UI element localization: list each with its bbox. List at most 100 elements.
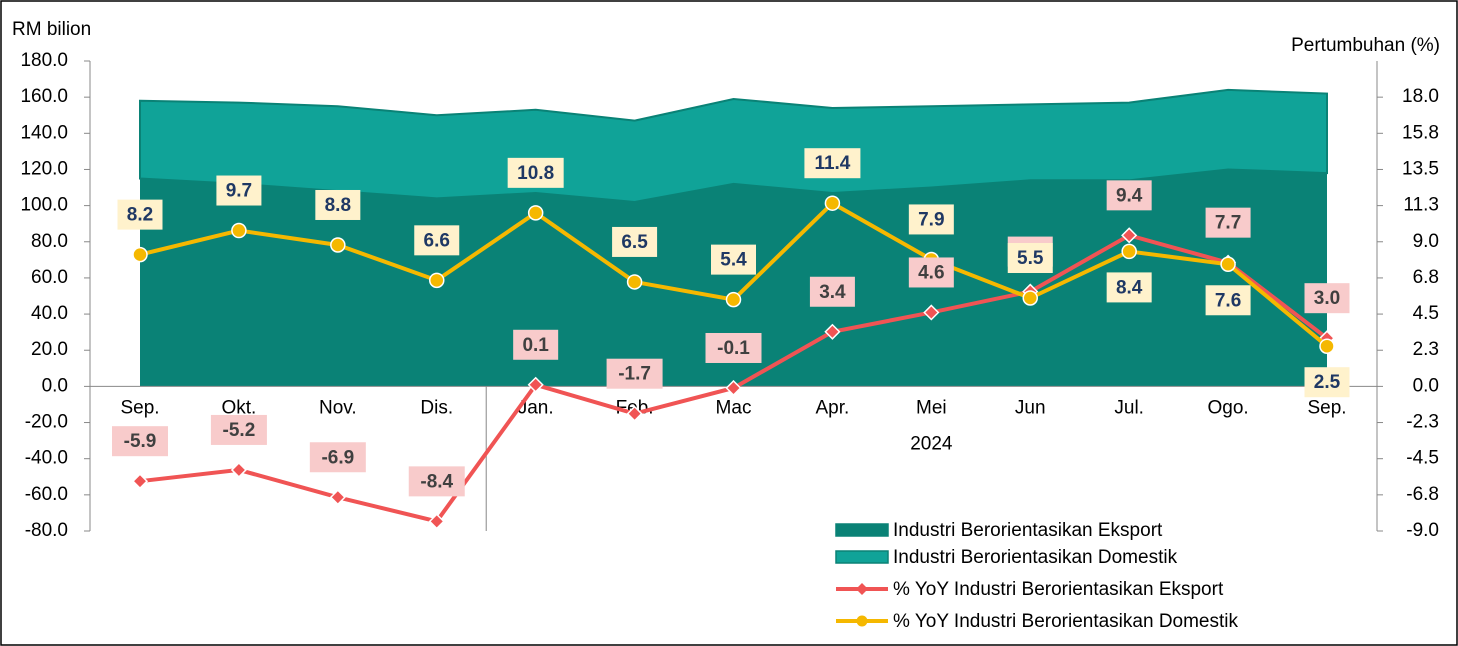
y-tick-label: 180.0 [20,50,68,71]
data-label: 6.6 [424,230,450,251]
marker [1220,256,1236,273]
marker [626,405,643,422]
data-label: 7.6 [1215,290,1241,311]
y2-tick-label: -6.8 [1406,484,1439,505]
y-tick-label: -60.0 [25,484,68,505]
legend-label: % YoY Industri Berorientasikan Domestik [893,611,1238,632]
y2-tick-label: -4.5 [1406,448,1439,469]
marker [230,461,247,479]
data-label-bg [408,466,465,497]
data-label: -8.4 [420,471,453,492]
data-label: 5.4 [720,250,747,271]
marker [1022,290,1038,306]
data-label-bg [1007,243,1053,274]
data-label-bg [908,204,954,235]
marker [132,246,148,263]
x-tick-label: Jun [1015,397,1046,418]
data-label-bg [1106,272,1152,303]
marker [1319,338,1335,354]
y2-tick-label: 0.0 [1413,375,1439,396]
y2-tick-label: 6.8 [1413,267,1439,288]
data-label-bg [612,226,658,257]
data-label: 7.7 [1215,213,1241,234]
data-label-bg [711,244,756,275]
data-label-bg [414,225,460,256]
data-label: 10.8 [517,163,554,184]
data-label: 9.7 [226,181,252,202]
data-label: 3.0 [1314,288,1340,309]
x-tick-label: Nov. [319,397,357,418]
data-label: -0.1 [717,338,750,359]
y-tick-label: 20.0 [31,339,68,360]
data-label: -6.9 [321,447,354,468]
legend-label: Industri Berorientasikan Eksport [893,520,1163,541]
legend-swatch [835,523,889,537]
marker [923,304,940,321]
x-tick-label: Jan. [518,397,554,418]
y2-tick-label: -2.3 [1406,412,1439,433]
y-tick-label: -40.0 [25,448,68,469]
y2-tick-label: 9.0 [1413,231,1439,252]
legend-label: Industri Berorientasikan Domestik [893,547,1178,568]
data-label: 8.8 [325,195,351,216]
data-label-bg [1304,367,1350,398]
y-tick-label: 40.0 [31,303,68,324]
data-label-bg [216,175,262,206]
legend-swatch [835,550,889,564]
data-label-bg [809,276,855,307]
data-label: 2.5 [1314,372,1341,393]
data-label-bg [1106,180,1152,211]
marker [131,473,149,490]
x-tick-label: Mei [916,397,947,418]
marker [429,272,445,289]
data-label: 9.4 [1116,185,1143,206]
area [140,169,1327,387]
x-tick-label: Ogo. [1207,397,1248,418]
y2-tick-label: 2.3 [1413,339,1439,360]
marker [527,205,544,221]
marker [626,274,643,290]
marker [1121,243,1137,260]
marker [725,291,742,308]
data-label-bg [513,329,559,360]
marker [231,222,247,239]
y-tick-label: 100.0 [20,195,68,216]
marker [824,323,841,340]
legend-marker [856,615,868,627]
data-label: 7.9 [918,209,944,230]
data-label: 11.4 [814,153,850,174]
marker [824,195,841,211]
data-label: 5.5 [1017,248,1044,269]
data-label: 6.5 [621,232,648,253]
data-label-bg [309,442,366,473]
x-tick-label: Dis. [420,397,453,418]
data-label-bg [908,257,954,288]
y-tick-label: 120.0 [20,158,68,179]
data-label: 4.6 [918,262,944,283]
x-tick-label: Sep. [120,397,159,418]
data-label-bg [1205,207,1251,238]
x-group-label: 2024 [910,433,953,454]
legend-marker [856,583,868,595]
data-label: 3.4 [819,282,846,303]
legend-label: % YoY Industri Berorientasikan Eksport [893,579,1224,600]
y-tick-label: 80.0 [31,231,68,252]
data-label: 0.1 [522,335,549,356]
x-tick-label: Sep. [1307,397,1346,418]
y2-tick-label: 18.0 [1402,86,1439,107]
data-label: 8.4 [1116,277,1143,298]
area [139,88,1328,204]
data-label-bg [1304,283,1350,314]
marker [1121,227,1138,244]
y2-tick-label: 4.5 [1413,303,1439,324]
data-label: 8.2 [127,205,153,226]
x-tick-label: Okt. [221,397,256,418]
marker [330,237,346,253]
data-label: -1.7 [618,364,651,385]
data-label-bg [112,426,168,457]
y-tick-label: 160.0 [20,86,68,107]
x-tick-label: Jul. [1114,397,1144,418]
y2-axis-label: Pertumbuhan (%) [1291,35,1440,56]
y-tick-label: 140.0 [20,122,68,143]
